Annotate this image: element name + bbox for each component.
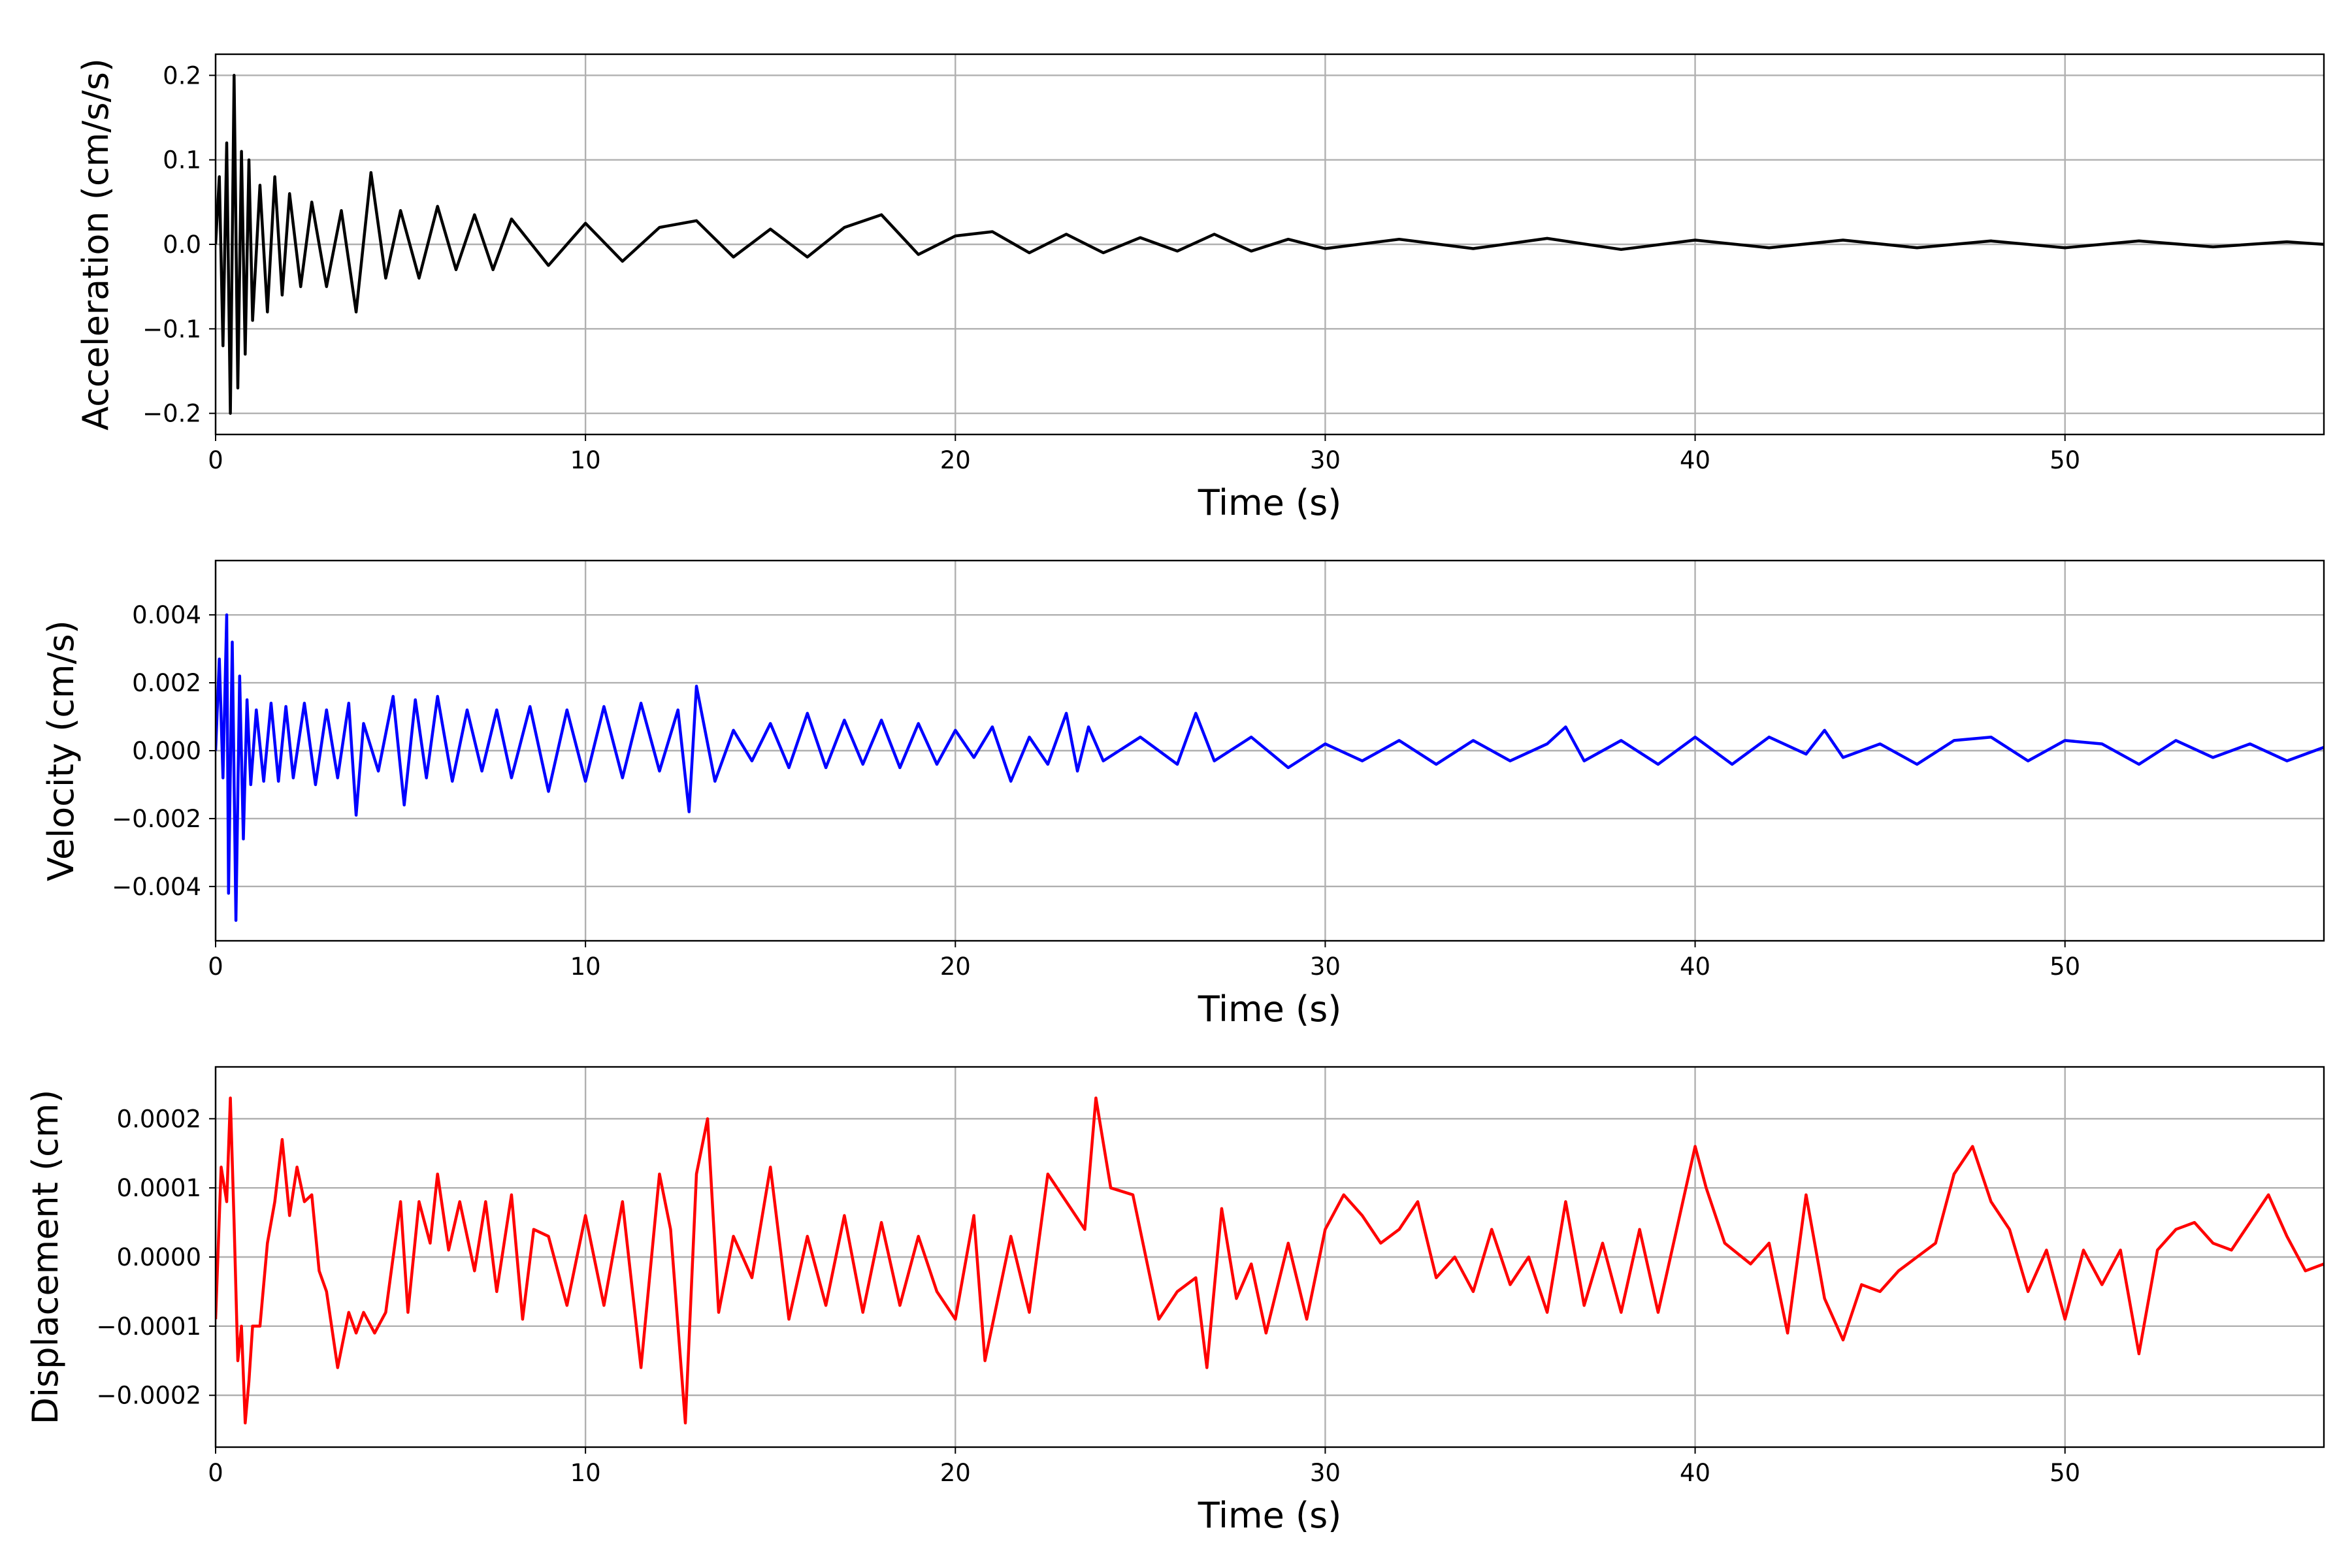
velocity-y-tick-label: 0.004	[132, 601, 201, 629]
acceleration-x-tick-label: 50	[2050, 446, 2080, 474]
acceleration-y-tick-label: 0.1	[163, 146, 201, 174]
displacement-y-tick-label: 0.0002	[117, 1105, 201, 1133]
velocity-x-tick-label: 0	[208, 953, 223, 981]
displacement-panel: 0 10 20 30 40 50 −0.0002 −0.0001 0.0000 0.0001 0.0…	[25, 1066, 2325, 1536]
displacement-y-tick-label: 0.0001	[117, 1174, 201, 1202]
displacement-y-tick-label: −0.0001	[97, 1313, 201, 1341]
acceleration-series-line	[216, 74, 2324, 415]
velocity-x-tick-label: 10	[570, 953, 601, 981]
velocity-x-tick-label: 50	[2050, 953, 2080, 981]
displacement-x-tick-label: 30	[1310, 1459, 1341, 1487]
acceleration-x-tick-label: 10	[570, 446, 601, 474]
acceleration-panel: 0 10 20 30 40 50 −0.2 −0.1 0.0 0.1 0.2 Time (s) Ac…	[75, 53, 2325, 523]
acceleration-x-axis-label: Time (s)	[1198, 482, 1342, 523]
displacement-grid	[214, 1067, 2324, 1447]
velocity-x-tick-label: 40	[1680, 953, 1710, 981]
acceleration-y-tick-label: −0.1	[142, 315, 201, 343]
velocity-x-tick-label: 20	[940, 953, 971, 981]
velocity-y-tick-label: 0.002	[132, 669, 201, 697]
velocity-series-line	[216, 613, 2324, 923]
displacement-y-axis-label: Displacement (cm)	[25, 1090, 66, 1425]
velocity-panel: 0 10 20 30 40 50 −0.004 −0.002 0.000 0.002 0.004 T…	[41, 559, 2325, 1030]
velocity-y-axis-label: Velocity (cm/s)	[41, 620, 82, 881]
displacement-x-tick-label: 0	[208, 1459, 223, 1487]
displacement-x-tick-label: 40	[1680, 1459, 1710, 1487]
acceleration-y-tick-label: 0.2	[163, 61, 201, 90]
displacement-y-tick-label: −0.0002	[97, 1382, 201, 1410]
acceleration-ticks: 0 10 20 30 40 50 −0.2 −0.1 0.0 0.1 0.2	[142, 61, 2080, 474]
velocity-y-tick-label: 0.000	[132, 737, 201, 765]
velocity-y-tick-label: −0.002	[112, 805, 201, 833]
displacement-x-tick-label: 20	[940, 1459, 971, 1487]
displacement-x-axis-label: Time (s)	[1198, 1495, 1342, 1536]
velocity-ticks: 0 10 20 30 40 50 −0.004 −0.002 0.000 0.002 0.004	[112, 601, 2080, 981]
velocity-x-axis-label: Time (s)	[1198, 988, 1342, 1030]
displacement-ticks: 0 10 20 30 40 50 −0.0002 −0.0001 0.0000 0.0001 0.0…	[97, 1105, 2081, 1487]
acceleration-y-tick-label: 0.0	[163, 231, 201, 259]
displacement-y-tick-label: 0.0000	[117, 1243, 201, 1271]
velocity-x-tick-label: 30	[1310, 953, 1341, 981]
displacement-x-tick-label: 50	[2050, 1459, 2080, 1487]
displacement-series-line	[216, 1096, 2324, 1425]
acceleration-y-tick-label: −0.2	[142, 400, 201, 428]
acceleration-x-tick-label: 20	[940, 446, 971, 474]
velocity-y-tick-label: −0.004	[112, 873, 201, 901]
acceleration-x-tick-label: 30	[1310, 446, 1341, 474]
acceleration-x-tick-label: 0	[208, 446, 223, 474]
acceleration-y-axis-label: Acceleration (cm/s/s)	[75, 58, 116, 431]
acceleration-x-tick-label: 40	[1680, 446, 1710, 474]
displacement-x-tick-label: 10	[570, 1459, 601, 1487]
